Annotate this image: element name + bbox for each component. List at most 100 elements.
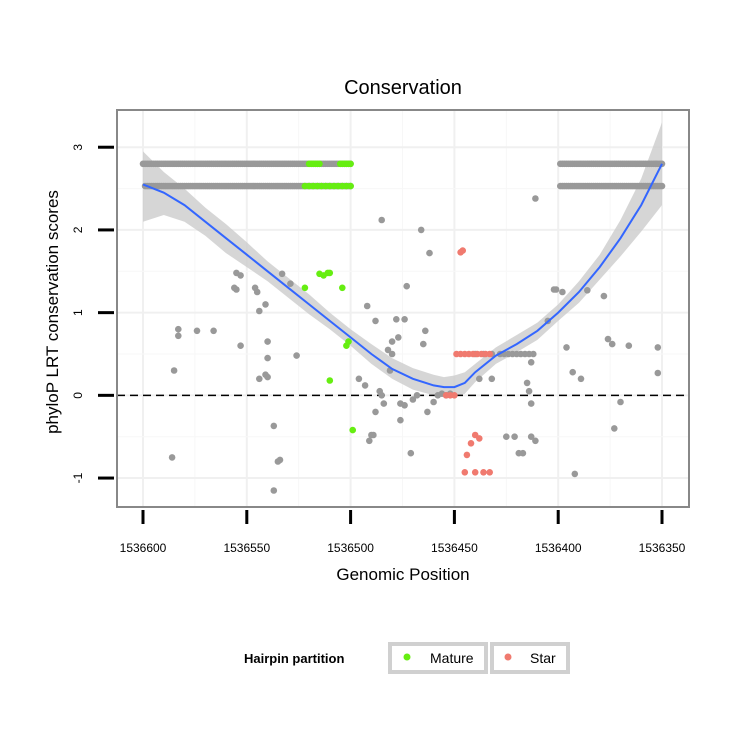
x-tick-label: 1536400 xyxy=(535,541,582,555)
data-point-other xyxy=(654,344,662,351)
data-point-mature xyxy=(347,160,354,168)
data-point-other xyxy=(388,350,396,358)
smooth-line-layer xyxy=(142,163,663,389)
data-point-other xyxy=(401,402,408,409)
data-point-other xyxy=(503,433,510,441)
data-point-other xyxy=(430,398,437,406)
legend-key-mature xyxy=(403,653,411,661)
data-point-other xyxy=(361,382,369,389)
data-point-other xyxy=(571,470,579,478)
data-point-other xyxy=(604,335,612,343)
y-tick-label: 2 xyxy=(71,226,85,233)
data-point-star xyxy=(480,469,487,476)
data-point-other xyxy=(384,346,392,354)
data-point-other xyxy=(255,307,263,315)
x-tick-label: 1536500 xyxy=(327,541,374,555)
data-point-other xyxy=(372,408,379,416)
data-point-other xyxy=(370,431,377,439)
data-point-other xyxy=(378,392,386,399)
data-point-other xyxy=(577,375,585,383)
data-point-other xyxy=(584,287,591,294)
data-point-other xyxy=(231,284,238,292)
data-point-other xyxy=(420,340,427,348)
data-point-other xyxy=(193,327,201,335)
data-point-other xyxy=(262,301,269,308)
data-point-other xyxy=(413,392,421,399)
data-point-other xyxy=(608,340,616,348)
data-point-other xyxy=(380,400,388,407)
y-tick-label: 0 xyxy=(71,392,85,399)
data-point-other xyxy=(168,454,176,461)
y-axis: -1 0 1 2 3 xyxy=(71,144,114,483)
data-point-other xyxy=(523,379,531,387)
y-tick-label: 3 xyxy=(71,144,85,151)
data-point-other xyxy=(287,280,294,288)
data-point-mature xyxy=(316,160,323,168)
legend: Hairpin partition Mature Star xyxy=(244,642,570,674)
plot-frame xyxy=(116,109,690,508)
data-point-other xyxy=(175,332,182,340)
data-point-mature xyxy=(326,269,334,277)
data-point-other xyxy=(264,338,271,345)
data-point-mature xyxy=(347,182,354,190)
data-point-star xyxy=(467,440,475,447)
data-point-other xyxy=(519,449,527,457)
data-point-other xyxy=(210,327,217,335)
data-point-star xyxy=(486,350,494,358)
data-point-other xyxy=(237,342,244,350)
data-point-other xyxy=(409,396,417,403)
data-point-star xyxy=(463,451,471,459)
data-point-other xyxy=(264,373,271,381)
legend-title: Hairpin partition xyxy=(244,651,344,666)
data-point-other xyxy=(366,437,373,445)
data-point-mature xyxy=(326,377,334,384)
data-point-other xyxy=(532,195,539,202)
data-point-other xyxy=(237,272,244,279)
x-tick-label: 1536450 xyxy=(431,541,478,555)
data-point-other xyxy=(617,398,624,406)
data-point-other xyxy=(401,316,408,323)
data-point-other xyxy=(175,325,182,333)
data-point-star xyxy=(476,435,483,442)
data-point-other xyxy=(652,160,660,168)
data-points-layer xyxy=(139,160,666,494)
data-point-other xyxy=(407,449,415,457)
data-point-star xyxy=(451,392,458,399)
data-point-mature xyxy=(349,426,357,434)
data-point-other xyxy=(417,226,425,234)
data-point-other xyxy=(527,359,535,366)
data-point-other xyxy=(476,375,483,383)
data-point-other xyxy=(293,352,300,359)
data-point-star xyxy=(461,469,469,476)
x-tick-label: 1536550 xyxy=(223,541,270,555)
confidence-band-layer xyxy=(143,122,662,398)
data-point-other xyxy=(569,368,576,376)
x-axis-label: Genomic Position xyxy=(336,565,469,584)
data-point-other xyxy=(255,375,263,383)
data-point-other xyxy=(422,327,429,335)
data-point-other xyxy=(625,342,633,350)
data-point-other xyxy=(253,288,261,296)
data-point-other xyxy=(563,344,570,351)
x-axis: 1536600 1536550 1536500 1536450 1536400 15363… xyxy=(120,510,686,555)
data-point-other xyxy=(658,182,666,190)
data-point-other xyxy=(552,286,560,293)
y-tick-label: -1 xyxy=(71,472,85,483)
confidence-band xyxy=(143,122,662,398)
data-point-other xyxy=(397,416,404,424)
data-point-star xyxy=(486,469,494,476)
data-point-other xyxy=(525,387,533,395)
smooth-trend-line xyxy=(142,163,663,389)
data-point-other xyxy=(378,216,386,224)
data-point-other xyxy=(363,302,371,310)
legend-label-mature: Mature xyxy=(430,650,474,666)
data-point-other xyxy=(530,350,537,358)
data-point-other xyxy=(488,375,496,383)
data-point-star xyxy=(459,247,467,254)
y-axis-label: phyloP LRT conservation scores xyxy=(43,190,62,434)
x-tick-label: 1536350 xyxy=(639,541,686,555)
data-point-other xyxy=(355,375,363,383)
data-point-other xyxy=(600,292,608,300)
data-point-other xyxy=(532,437,539,445)
data-point-other xyxy=(276,456,284,464)
